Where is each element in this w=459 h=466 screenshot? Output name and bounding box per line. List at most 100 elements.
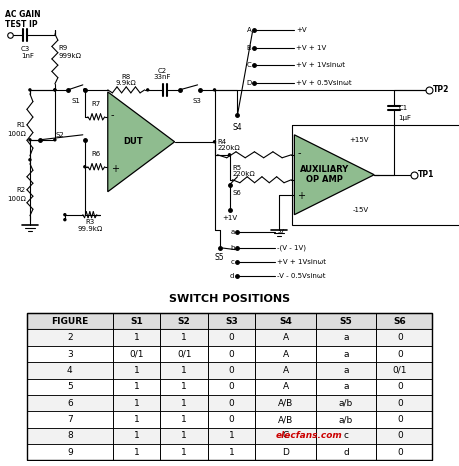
Text: 6: 6 [67, 398, 73, 408]
Bar [27, 346, 432, 362]
Text: a: a [343, 382, 349, 391]
Text: 1: 1 [181, 333, 187, 342]
Text: 33nF: 33nF [154, 74, 171, 80]
Text: R8: R8 [122, 74, 131, 80]
Circle shape [84, 166, 86, 168]
Circle shape [84, 89, 86, 91]
Text: +V + 1Vsinωt: +V + 1Vsinωt [277, 259, 326, 265]
Text: A: A [283, 382, 289, 391]
Text: 3: 3 [67, 350, 73, 358]
Text: B: B [246, 45, 252, 51]
Text: 0: 0 [397, 333, 403, 342]
Text: 1: 1 [229, 448, 235, 457]
Text: 1: 1 [134, 382, 140, 391]
Circle shape [229, 154, 230, 156]
Text: D: D [282, 448, 289, 457]
Text: 0: 0 [229, 366, 235, 375]
Text: R4: R4 [218, 139, 227, 145]
Text: A: A [246, 27, 252, 33]
Text: AC GAIN: AC GAIN [5, 10, 40, 19]
Bar [27, 428, 432, 444]
Text: A/B: A/B [278, 398, 293, 408]
Text: 1μF: 1μF [398, 115, 411, 121]
Text: A: A [283, 350, 289, 358]
Circle shape [213, 89, 216, 91]
Text: C: C [246, 62, 252, 68]
Text: S5: S5 [340, 317, 353, 326]
Text: 1: 1 [181, 415, 187, 424]
Text: S6: S6 [233, 190, 241, 196]
Text: +1V: +1V [222, 215, 237, 221]
Text: 0/1: 0/1 [177, 350, 191, 358]
Text: 0: 0 [397, 432, 403, 440]
Text: FIGURE: FIGURE [51, 317, 89, 326]
Text: R1: R1 [17, 122, 26, 128]
Bar [27, 411, 432, 428]
Circle shape [54, 139, 56, 141]
Text: 1nF: 1nF [21, 53, 34, 59]
Text: R5: R5 [233, 165, 241, 171]
Text: 1: 1 [229, 432, 235, 440]
Text: 0: 0 [397, 415, 403, 424]
Text: 0/1: 0/1 [129, 350, 144, 358]
Text: A/B: A/B [278, 415, 293, 424]
Bar [292, 125, 459, 225]
Text: S2: S2 [56, 132, 64, 138]
Text: C3: C3 [21, 46, 30, 52]
Text: 0: 0 [229, 415, 235, 424]
Text: S1: S1 [130, 317, 143, 326]
Text: 1: 1 [134, 333, 140, 342]
Text: D: D [246, 80, 252, 86]
Text: C1: C1 [398, 105, 408, 111]
Text: 999kΩ: 999kΩ [59, 53, 82, 59]
Text: R3: R3 [85, 219, 95, 225]
Bar [27, 313, 432, 329]
Text: 0: 0 [397, 382, 403, 391]
Text: R2: R2 [17, 187, 26, 193]
Text: elecfans.com: elecfans.com [276, 432, 343, 440]
Text: a: a [230, 229, 235, 235]
Text: d: d [343, 448, 349, 457]
Circle shape [213, 141, 216, 143]
Text: 1: 1 [134, 432, 140, 440]
Text: 1: 1 [181, 432, 187, 440]
Circle shape [29, 139, 31, 141]
Text: 2: 2 [67, 333, 73, 342]
Text: d: d [230, 273, 235, 279]
Text: +V + 0.5Vsinωt: +V + 0.5Vsinωt [297, 80, 352, 86]
Circle shape [54, 89, 56, 91]
Text: -: - [297, 148, 301, 158]
Circle shape [147, 89, 149, 91]
Text: AUXILIARY
OP AMP: AUXILIARY OP AMP [300, 165, 349, 185]
Polygon shape [108, 92, 174, 192]
Circle shape [29, 89, 31, 91]
Text: S5: S5 [214, 253, 224, 261]
Text: +: + [297, 192, 305, 201]
Text: -V: -V [277, 229, 284, 235]
Text: 0: 0 [229, 382, 235, 391]
Text: -15V: -15V [353, 207, 369, 212]
Text: 1: 1 [181, 398, 187, 408]
Text: 0: 0 [397, 398, 403, 408]
Text: 1: 1 [181, 448, 187, 457]
Text: a: a [343, 350, 349, 358]
Text: 1: 1 [134, 398, 140, 408]
Text: c: c [343, 432, 348, 440]
Text: TP2: TP2 [433, 85, 449, 95]
Text: 220kΩ: 220kΩ [218, 145, 240, 151]
Text: 100Ω: 100Ω [7, 131, 26, 137]
Text: a: a [343, 366, 349, 375]
Text: 0: 0 [229, 398, 235, 408]
Text: 1: 1 [134, 448, 140, 457]
Text: a: a [343, 333, 349, 342]
Text: a/b: a/b [339, 398, 353, 408]
Text: +V: +V [297, 27, 307, 33]
Bar [27, 378, 432, 395]
Text: R9: R9 [59, 45, 68, 51]
Text: 5: 5 [67, 382, 73, 391]
Circle shape [54, 89, 56, 91]
Text: 1: 1 [181, 382, 187, 391]
Text: b: b [230, 245, 235, 251]
Text: S1: S1 [72, 98, 81, 104]
Text: +V + 1V: +V + 1V [297, 45, 327, 51]
